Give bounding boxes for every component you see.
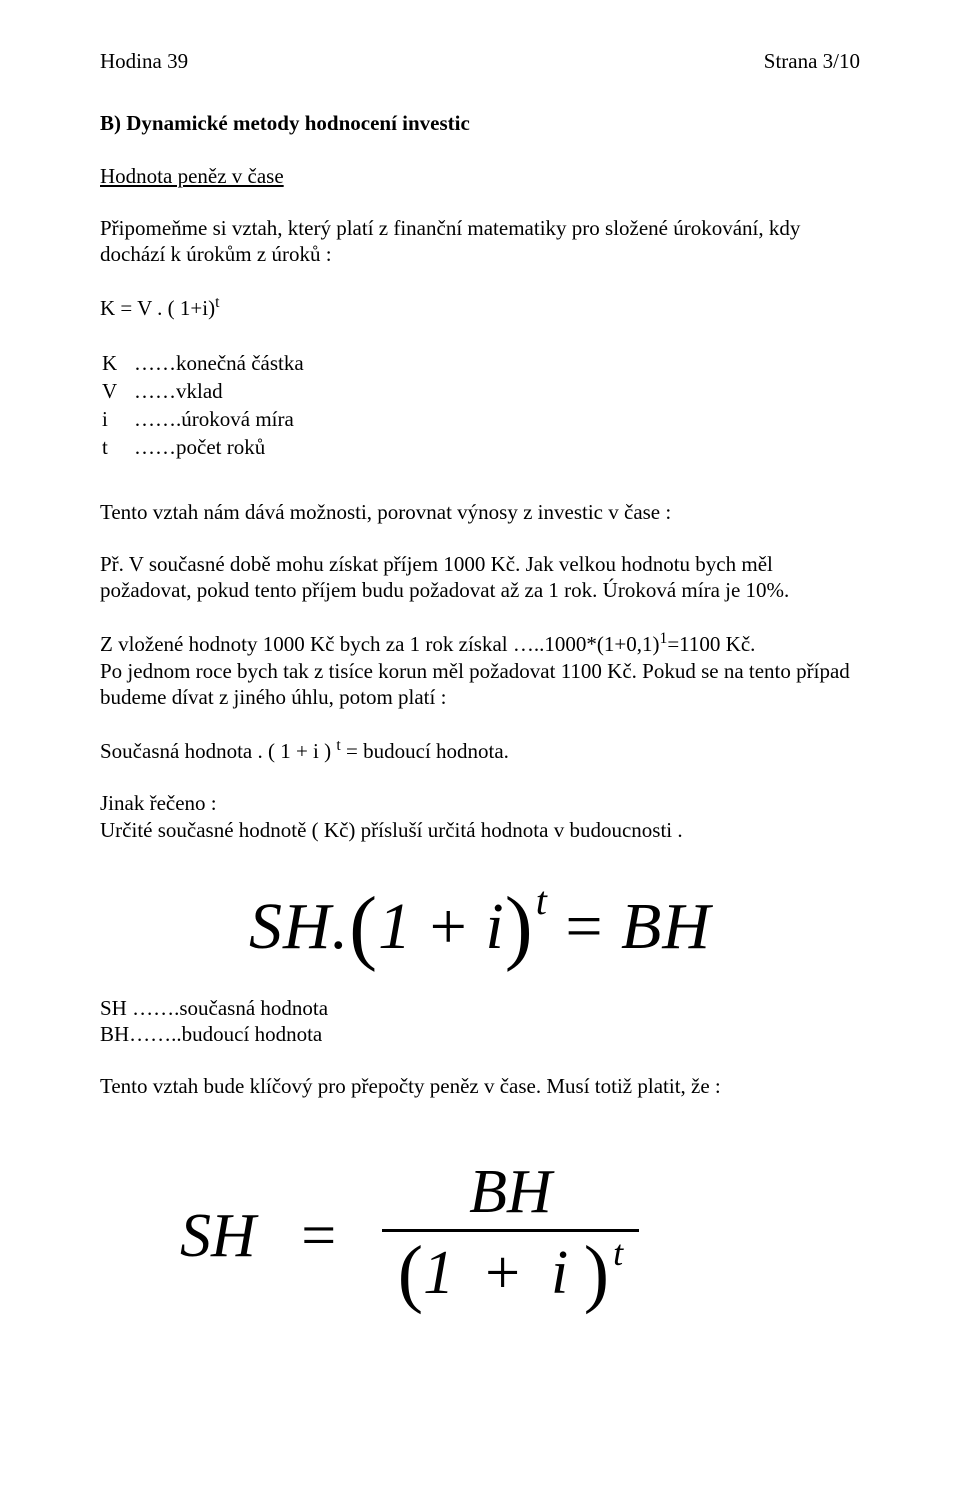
p4a: Z vložené hodnoty 1000 Kč bych za 1 rok … [100,632,659,656]
subtitle: Hodnota peněz v čase [100,163,860,189]
frac-sh: SH [180,1204,256,1269]
eq-one: 1 [378,890,412,963]
eq-lparen: ( [349,885,378,969]
eq-eq: = [565,890,603,963]
def-sym: V [102,378,132,404]
header-right: Strana 3/10 [764,48,860,74]
frac-i: i [551,1239,568,1307]
frac-lparen: ( [398,1231,423,1315]
paragraph-2: Tento vztah nám dává možnosti, porovnat … [100,499,860,525]
def-desc: ……vklad [134,378,304,404]
equation-fraction: SH = BH (1 + i )t [100,1150,860,1314]
def-sym: K [102,350,132,376]
header-left: Hodina 39 [100,48,188,74]
paragraph-8: Určité současné hodnotě ( Kč) přísluší u… [100,817,860,843]
page-header: Hodina 39 Strana 3/10 [100,48,860,74]
paragraph-7: Jinak řečeno : [100,790,860,816]
def-bh: BH……..budoucí hodnota [100,1021,860,1047]
eq-bh: BH [621,890,711,963]
p6a: Současná hodnota . ( 1 + i ) [100,739,336,763]
definitions-list: K……konečná částka V……vklad i…….úroková m… [100,348,306,463]
eq-dot: . [332,890,350,963]
def-desc: …….úroková míra [134,406,304,432]
frac-t: t [613,1233,623,1273]
frac-den: (1 + i )t [382,1229,639,1314]
eq-sh: SH [249,890,332,963]
p6b: = budoucí hodnota. [341,739,509,763]
def-desc: ……konečná částka [134,350,304,376]
equation-compound: K = V . ( 1+i)t [100,293,860,321]
intro-paragraph: Připomeňme si vztah, který platí z finan… [100,215,860,268]
def-desc: ……počet roků [134,434,304,460]
def-row: V……vklad [102,378,304,404]
eq-plus: + [430,890,468,963]
eq1-body: K = V . ( 1+i) [100,296,215,320]
eq-i: i [485,890,504,963]
paragraph-6: Současná hodnota . ( 1 + i ) t = budoucí… [100,736,860,764]
example-paragraph: Př. V současné době mohu získat příjem 1… [100,551,860,604]
frac-body: BH (1 + i )t [382,1160,639,1314]
frac-eq: = [301,1204,336,1269]
def-sh: SH …….současná hodnota [100,995,860,1021]
paragraph-5: Po jednom roce bych tak z tisíce korun m… [100,658,860,711]
frac-plus: + [485,1239,520,1307]
section-b-title: B) Dynamické metody hodnocení investic [100,110,860,136]
eq-rparen: ) [505,885,534,969]
paragraph-9: Tento vztah bude klíčový pro přepočty pe… [100,1073,860,1099]
def-row: t……počet roků [102,434,304,460]
paragraph-4: Z vložené hodnoty 1000 Kč bych za 1 rok … [100,629,860,657]
def-row: i…….úroková míra [102,406,304,432]
p4b: =1100 Kč. [667,632,755,656]
frac-num: BH [382,1160,639,1229]
def-row: K……konečná částka [102,350,304,376]
def-sym: i [102,406,132,432]
equation-big: SH.(1 + i)t = BH [100,861,860,995]
eq1-sup: t [215,294,219,311]
frac-one: 1 [423,1239,454,1307]
eq-t: t [536,878,548,923]
def-sym: t [102,434,132,460]
frac-rparen: ) [584,1231,609,1315]
